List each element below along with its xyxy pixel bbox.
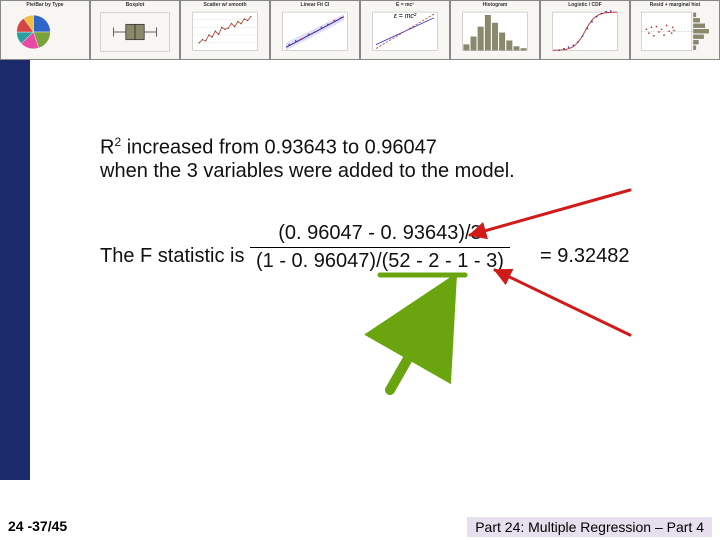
f-statistic-result: = 9.32482 (540, 245, 630, 268)
footer: 24 -37/45 Part 24: Multiple Regression –… (0, 510, 720, 540)
r2-mid: increased from (121, 137, 264, 159)
part-title: Part 24: Multiple Regression – Part 4 (467, 517, 712, 537)
arrow-red-2 (495, 270, 630, 335)
f-statistic-label: The F statistic is (100, 245, 244, 268)
r-squared-symbol: R (100, 137, 114, 159)
fraction-numerator: (0. 96047 - 0. 93643)/3 (250, 220, 510, 247)
mini-chart-7: Resid + marginal hist (630, 0, 720, 60)
chart-banner: Pie/Bar by TypeBoxplotScatter w/ smoothL… (0, 0, 720, 60)
content-area: R2 increased from 0.93643 to 0.96047 whe… (30, 60, 720, 480)
svg-text:ε = mc²: ε = mc² (394, 13, 417, 20)
arrow-green (390, 285, 450, 390)
slide: Pie/Bar by TypeBoxplotScatter w/ smoothL… (0, 0, 720, 540)
r2-sentence-line1: R2 increased from 0.93643 to 0.96047 (100, 135, 437, 160)
left-sidebar (0, 60, 30, 480)
mini-chart-3: Linear Fit CI (270, 0, 360, 60)
r2-from: 0.93643 (265, 137, 337, 159)
r2-sentence-line2: when the 3 variables were added to the m… (100, 160, 515, 183)
mini-chart-0: Pie/Bar by Type (0, 0, 90, 60)
r2-to: 0.96047 (365, 137, 437, 159)
f-statistic-fraction: (0. 96047 - 0. 93643)/3 (1 - 0. 96047)/(… (250, 220, 510, 275)
r2-join: to (337, 137, 365, 159)
mini-chart-5: Histogram (450, 0, 540, 60)
fraction-denominator: (1 - 0. 96047)/(52 - 2 - 1 - 3) (250, 248, 510, 275)
mini-chart-2: Scatter w/ smooth (180, 0, 270, 60)
mini-chart-1: Boxplot (90, 0, 180, 60)
mini-chart-6: Logistic / CDF (540, 0, 630, 60)
mini-chart-4: E = mc²ε = mc² (360, 0, 450, 60)
page-number: 24 -37/45 (8, 518, 67, 534)
